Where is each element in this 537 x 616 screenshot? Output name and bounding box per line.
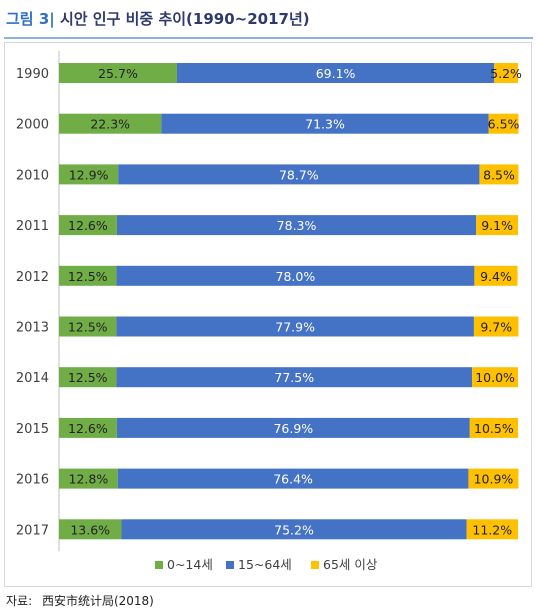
legend-label-15-64: 15~64세 — [238, 557, 292, 572]
bar-65-2011 — [476, 215, 518, 236]
data-label-15-64-2012: 78.0% — [276, 269, 316, 284]
legend-label-65: 65세 이상 — [323, 557, 378, 572]
data-label-0-14-1990: 25.7% — [98, 66, 138, 81]
data-label-65-2012: 9.4% — [480, 269, 512, 284]
data-label-0-14-2010: 12.9% — [69, 167, 109, 182]
bar-65-1990 — [494, 63, 518, 83]
bar-0-14-2012 — [59, 265, 117, 286]
y-tick-label-2015: 2015 — [16, 422, 49, 437]
legend-swatch-15-64 — [226, 561, 234, 569]
bar-65-2015 — [469, 417, 518, 438]
bar-15-64-2000 — [161, 113, 489, 134]
y-tick-label-2010: 2010 — [16, 168, 49, 183]
bar-65-2012 — [474, 265, 518, 286]
bar-15-64-2017 — [121, 519, 467, 540]
bar-0-14-2017 — [59, 519, 122, 540]
bar-15-64-2010 — [118, 164, 480, 185]
bar-15-64-2015 — [116, 417, 470, 438]
data-label-0-14-2011: 12.6% — [68, 218, 108, 233]
legend-swatch-0-14 — [155, 561, 163, 569]
data-label-0-14-2016: 12.8% — [69, 472, 109, 487]
data-label-15-64-2014: 77.5% — [274, 370, 314, 385]
chart-frame: 1990 25.7% 69.1% 5.2% 2000 22.3% 71.3% 6.5% 2010… — [4, 42, 532, 587]
bar-0-14-2010 — [59, 164, 119, 185]
bar-15-64-2013 — [116, 316, 474, 337]
bar-15-64-2012 — [116, 265, 475, 286]
bar-15-64-1990 — [176, 63, 495, 83]
legend-label-0-14: 0~14세 — [167, 557, 213, 572]
source-note: 자료: 西安市统计局(2018) — [6, 592, 154, 609]
data-label-15-64-2017: 75.2% — [274, 522, 314, 537]
data-label-0-14-2012: 12.5% — [68, 269, 108, 284]
source-label: 자료: — [6, 594, 33, 608]
y-tick-label-2017: 2017 — [16, 523, 49, 538]
bar-0-14-1990 — [59, 63, 177, 83]
y-tick-label-2011: 2011 — [16, 219, 49, 234]
data-label-65-2000: 6.5% — [488, 117, 520, 132]
bar-0-14-2016 — [59, 468, 118, 489]
bar-0-14-2000 — [59, 113, 162, 134]
figure-title-text: 시안 인구 비중 추이(1990~2017년) — [59, 10, 310, 28]
data-label-0-14-2015: 12.6% — [68, 421, 108, 436]
bar-65-2014 — [472, 367, 518, 388]
bar-15-64-2014 — [116, 367, 473, 388]
data-label-15-64-2010: 78.7% — [279, 167, 319, 182]
data-label-65-2016: 10.9% — [474, 472, 514, 487]
data-label-0-14-2017: 13.6% — [70, 522, 110, 537]
data-label-0-14-2013: 12.5% — [68, 320, 108, 335]
bar-65-2000 — [488, 113, 519, 134]
bar-65-2010 — [479, 164, 519, 185]
data-label-15-64-2013: 77.9% — [275, 320, 315, 335]
data-label-65-2011: 9.1% — [481, 218, 513, 233]
data-label-65-1990: 5.2% — [490, 66, 522, 81]
y-tick-label-2013: 2013 — [16, 321, 49, 336]
figure-title: 그림 3| 시안 인구 비중 추이(1990~2017년) — [6, 8, 310, 29]
data-label-0-14-2000: 22.3% — [90, 117, 130, 132]
data-label-0-14-2014: 12.5% — [68, 370, 108, 385]
y-tick-label-2014: 2014 — [16, 371, 49, 386]
data-label-15-64-2016: 76.4% — [273, 472, 313, 487]
data-label-65-2017: 11.2% — [472, 522, 512, 537]
source-text: 西安市统计局(2018) — [41, 594, 154, 608]
bar-15-64-2016 — [117, 468, 469, 489]
data-label-65-2010: 8.5% — [483, 167, 515, 182]
bar-65-2017 — [466, 519, 518, 540]
stacked-bar-chart: 1990 25.7% 69.1% 5.2% 2000 22.3% 71.3% 6.5% 2010… — [16, 51, 522, 572]
data-label-15-64-1990: 69.1% — [316, 66, 356, 81]
bar-65-2013 — [473, 316, 519, 337]
bar-15-64-2011 — [116, 215, 477, 236]
bar-0-14-2011 — [59, 215, 117, 236]
bar-0-14-2013 — [59, 316, 117, 337]
bar-0-14-2015 — [59, 417, 117, 438]
title-divider — [4, 37, 533, 39]
data-label-65-2014: 10.0% — [475, 370, 515, 385]
bar-65-2016 — [468, 468, 519, 489]
data-label-65-2015: 10.5% — [474, 421, 514, 436]
data-label-15-64-2015: 76.9% — [273, 421, 313, 436]
y-tick-label-2016: 2016 — [16, 473, 49, 488]
figure-number: 그림 3| — [6, 10, 55, 28]
y-tick-label-2012: 2012 — [16, 270, 49, 285]
data-label-15-64-2000: 71.3% — [305, 117, 345, 132]
y-tick-label-2000: 2000 — [16, 118, 49, 133]
y-tick-label-1990: 1990 — [16, 67, 49, 82]
data-label-65-2013: 9.7% — [480, 320, 512, 335]
data-label-15-64-2011: 78.3% — [277, 218, 317, 233]
legend-swatch-65 — [311, 561, 319, 569]
bar-0-14-2014 — [59, 367, 117, 388]
